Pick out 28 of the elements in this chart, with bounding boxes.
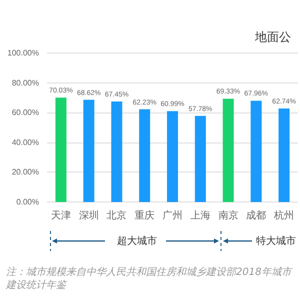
text: 注：城市规模来自中华人民共和国住房和城乡建设部2018年城市建设统计年鉴 xyxy=(6,266,294,292)
bar xyxy=(250,100,262,202)
chart-title: 地面公 xyxy=(254,30,291,44)
bar xyxy=(83,100,94,202)
x-tick-label: 深圳 xyxy=(78,210,99,222)
bar xyxy=(139,109,150,202)
x-tick-label: 北京 xyxy=(106,210,127,222)
y-tick-label: 80.00% xyxy=(12,78,39,88)
y-tick-label: 40.00% xyxy=(12,138,39,147)
y-tick-label: 0.00% xyxy=(16,198,39,206)
x-tick-label: 上海 xyxy=(190,210,210,222)
y-tick-label: 100.00% xyxy=(7,48,39,58)
y-tick-label: 60.00% xyxy=(12,108,39,118)
text: 特大城市 xyxy=(256,234,296,248)
bar xyxy=(222,98,234,202)
x-tick-label: 重庆 xyxy=(134,210,155,222)
x-tick-label: 广州 xyxy=(162,210,182,222)
bar xyxy=(167,111,178,202)
y-tick-label: 20.00% xyxy=(12,168,39,177)
bar xyxy=(111,102,122,202)
x-tick-label: 南京 xyxy=(218,210,238,222)
bar xyxy=(55,98,66,202)
x-tick-label: 成都 xyxy=(246,210,266,222)
text: 超大城市 xyxy=(117,234,157,248)
bar xyxy=(278,108,290,202)
x-tick-label: 杭州 xyxy=(273,210,294,222)
bar xyxy=(194,116,206,202)
x-tick-label: 天津 xyxy=(50,210,71,222)
